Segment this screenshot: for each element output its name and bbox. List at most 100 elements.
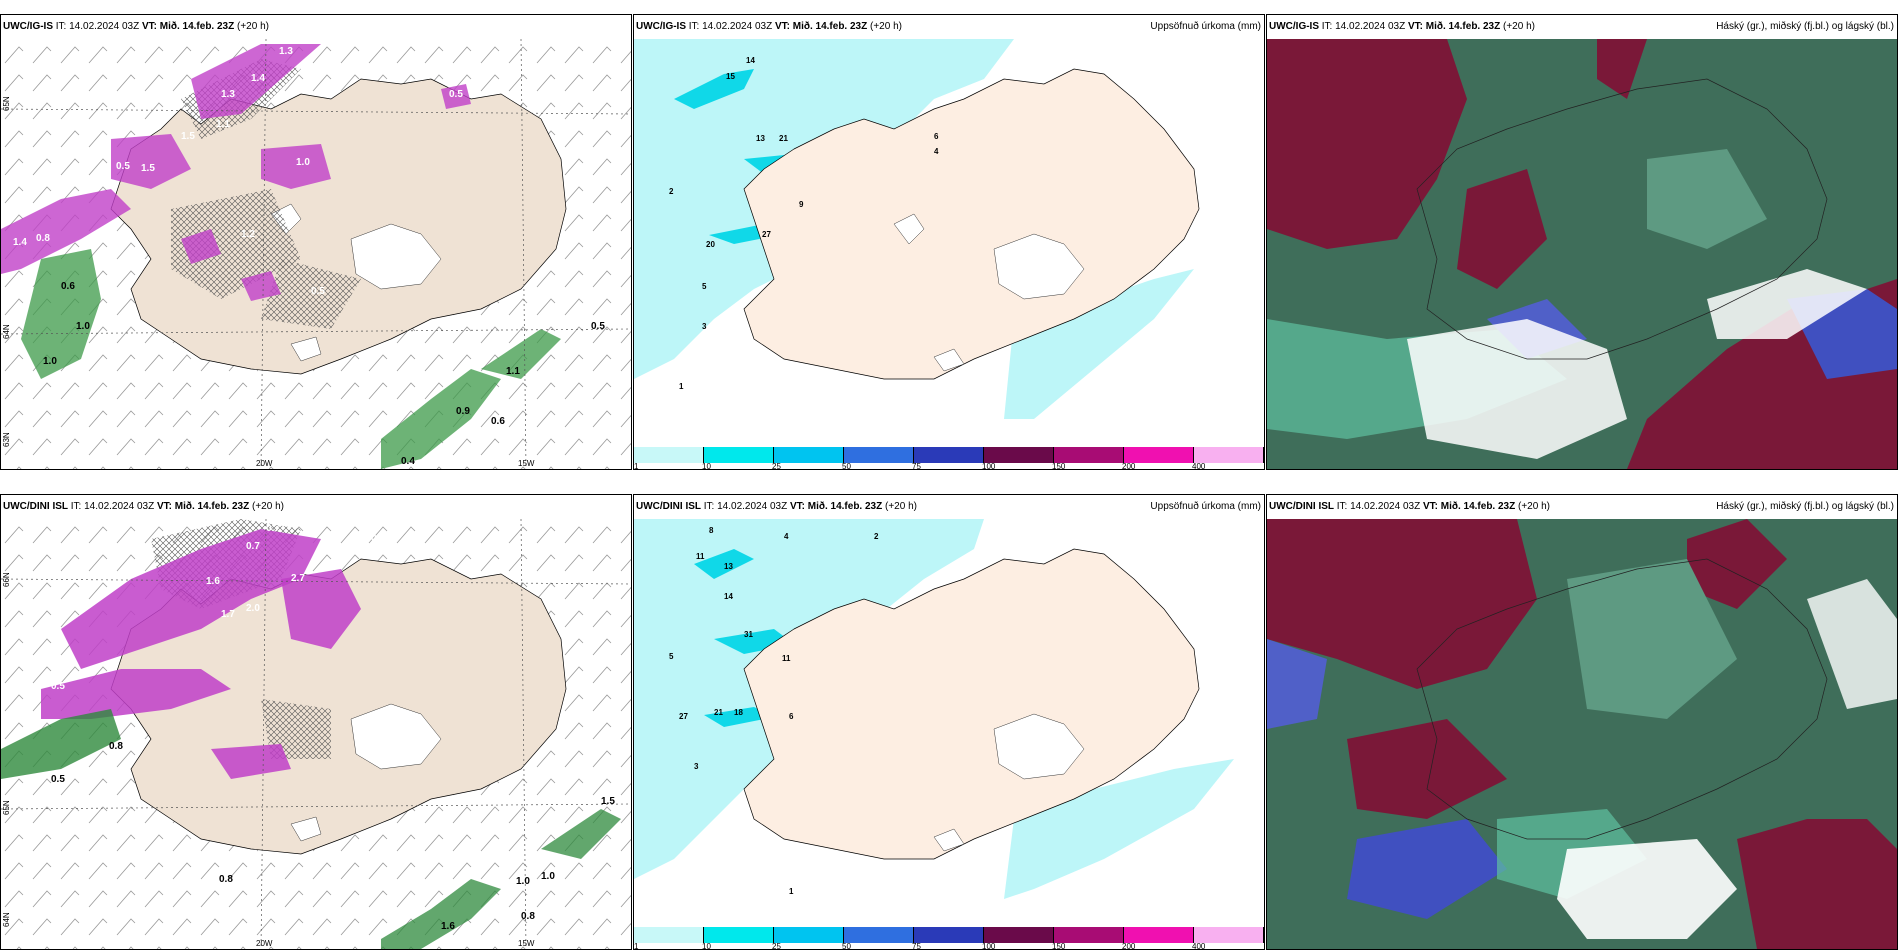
svg-text:8: 8 xyxy=(709,526,714,535)
valid-time: VT: Mið. 14.feb. 23Z xyxy=(1407,21,1501,32)
svg-text:0.8: 0.8 xyxy=(219,874,233,885)
precip-green xyxy=(381,879,501,949)
valid-time: VT: Mið. 14.feb. 23Z xyxy=(789,501,883,512)
svg-text:0.5: 0.5 xyxy=(449,89,463,100)
svg-text:0.5: 0.5 xyxy=(51,681,65,692)
svg-text:1.0: 1.0 xyxy=(516,876,530,887)
accum-labels: 8 11 13 14 31 11 21 27 18 6 5 4 3 2 1 xyxy=(669,526,879,896)
colorbar-tick: 25 xyxy=(772,942,781,950)
panel-header: UWC/DINI ISL IT: 14.02.2024 03Z VT: Mið.… xyxy=(1267,495,1897,519)
colorbar-tick: 1 xyxy=(634,942,639,950)
svg-text:0.8: 0.8 xyxy=(521,911,535,922)
panel-bottom-left-wind-precip: UWC/DINI ISL IT: 14.02.2024 03Z VT: Mið.… xyxy=(0,494,632,950)
svg-text:1.0: 1.0 xyxy=(296,157,310,168)
model-name: UWC/IG-IS xyxy=(3,21,53,32)
valid-time: VT: Mið. 14.feb. 23Z xyxy=(141,21,235,32)
panel-bottom-right-clouds: UWC/DINI ISL IT: 14.02.2024 03Z VT: Mið.… xyxy=(1266,494,1898,950)
iceland-land xyxy=(110,78,567,375)
low-cloud-blue xyxy=(1347,819,1507,919)
svg-text:14: 14 xyxy=(746,56,755,65)
svg-text:2.0: 2.0 xyxy=(246,603,260,614)
panel-title: Háský (gr.), miðský (fj.bl.) og lágský (… xyxy=(1716,21,1894,32)
precip-labels: 1.3 1.4 1.3 1.1 1.5 0.3 0.5 1.4 0.8 0.5 … xyxy=(13,46,605,467)
colorbar-tick: 1 xyxy=(634,462,639,470)
svg-text:0.9: 0.9 xyxy=(456,406,470,417)
panel-header: UWC/IG-IS IT: 14.02.2024 03Z VT: Mið. 14… xyxy=(1,15,631,39)
colorbar-cell xyxy=(844,447,914,463)
colorbar-cell xyxy=(774,447,844,463)
colorbar-cell xyxy=(1124,447,1194,463)
colorbar: 1 10 25 50 75 100 150 200 400 xyxy=(634,447,1264,469)
lead-time: (+20 h) xyxy=(237,21,269,32)
svg-text:2: 2 xyxy=(669,187,674,196)
lon-label: 15W xyxy=(518,459,535,468)
svg-text:1.2: 1.2 xyxy=(241,229,255,240)
svg-text:18: 18 xyxy=(734,708,743,717)
iceland-land xyxy=(743,68,1200,380)
glacier xyxy=(290,816,322,842)
svg-text:3: 3 xyxy=(702,322,707,331)
svg-text:1.5: 1.5 xyxy=(601,796,615,807)
hatched-area xyxy=(261,699,331,759)
precip-magenta xyxy=(241,271,281,301)
precip-magenta xyxy=(211,744,291,779)
svg-text:1.5: 1.5 xyxy=(181,131,195,142)
model-name: UWC/IG-IS xyxy=(1269,21,1319,32)
svg-text:0.5: 0.5 xyxy=(311,286,325,297)
glacier xyxy=(350,223,442,290)
glacier xyxy=(350,703,442,770)
svg-text:0.8: 0.8 xyxy=(109,741,123,752)
panel-top-right-clouds: UWC/IG-IS IT: 14.02.2024 03Z VT: Mið. 14… xyxy=(1266,14,1898,470)
precip-labels: 0.7 0.4 0.3 0.7 1.6 2.7 1.7 2.0 0.5 0.8 … xyxy=(51,523,615,932)
svg-text:6: 6 xyxy=(789,712,794,721)
svg-text:0.8: 0.8 xyxy=(36,233,50,244)
precip-green xyxy=(481,329,561,379)
colorbar-tick: 150 xyxy=(1052,462,1066,470)
svg-text:0.7: 0.7 xyxy=(246,541,260,552)
svg-text:0.4: 0.4 xyxy=(351,533,365,544)
glacier xyxy=(993,713,1085,780)
colorbar-tick: 10 xyxy=(702,942,711,950)
colorbar-cell xyxy=(914,447,984,463)
panel-title: Háský (gr.), miðský (fj.bl.) og lágský (… xyxy=(1716,501,1894,512)
svg-text:11: 11 xyxy=(696,552,705,561)
svg-text:4: 4 xyxy=(784,532,789,541)
glacier xyxy=(933,348,965,372)
lead-time: (+20 h) xyxy=(870,21,902,32)
init-time: IT: 14.02.2024 03Z xyxy=(703,501,788,512)
lon-label: 20W xyxy=(256,939,273,948)
colorbar-cell xyxy=(704,927,774,943)
mid-cloud-green xyxy=(1647,149,1767,249)
high-cloud-red xyxy=(1267,39,1467,249)
colorbar-cell xyxy=(984,927,1054,943)
colorbar-cell xyxy=(984,447,1054,463)
svg-text:1.4: 1.4 xyxy=(13,237,27,248)
grid-lines xyxy=(1,519,631,949)
precip-magenta xyxy=(41,669,231,719)
iceland-land xyxy=(743,548,1200,860)
map-area: 1.3 1.4 1.3 1.1 1.5 0.3 0.5 1.4 0.8 0.5 … xyxy=(1,39,631,469)
map-area: 0.7 0.4 0.3 0.7 1.6 2.7 1.7 2.0 0.5 0.8 … xyxy=(1,519,631,949)
colorbar-cell xyxy=(844,927,914,943)
precip-green xyxy=(541,809,621,859)
colorbar-cell xyxy=(1054,927,1124,943)
svg-text:0.3: 0.3 xyxy=(156,113,170,124)
lead-time: (+20 h) xyxy=(252,501,284,512)
mid-cloud-green xyxy=(1567,559,1737,719)
precip-magenta xyxy=(441,84,471,109)
svg-text:27: 27 xyxy=(679,712,688,721)
colorbar-tick: 400 xyxy=(1192,942,1206,950)
colorbar-cell xyxy=(914,927,984,943)
precip-magenta xyxy=(111,134,191,189)
precip-green xyxy=(381,369,501,469)
svg-text:20: 20 xyxy=(706,240,715,249)
lat-label: 63N xyxy=(2,432,11,447)
colorbar-cell xyxy=(774,927,844,943)
lead-time: (+20 h) xyxy=(1503,21,1535,32)
svg-text:11: 11 xyxy=(782,654,791,663)
glacier xyxy=(993,233,1085,300)
colorbar-cell xyxy=(704,447,774,463)
glacier xyxy=(290,336,322,362)
precip-cyan xyxy=(694,549,754,579)
model-name: UWC/DINI ISL xyxy=(636,501,701,512)
